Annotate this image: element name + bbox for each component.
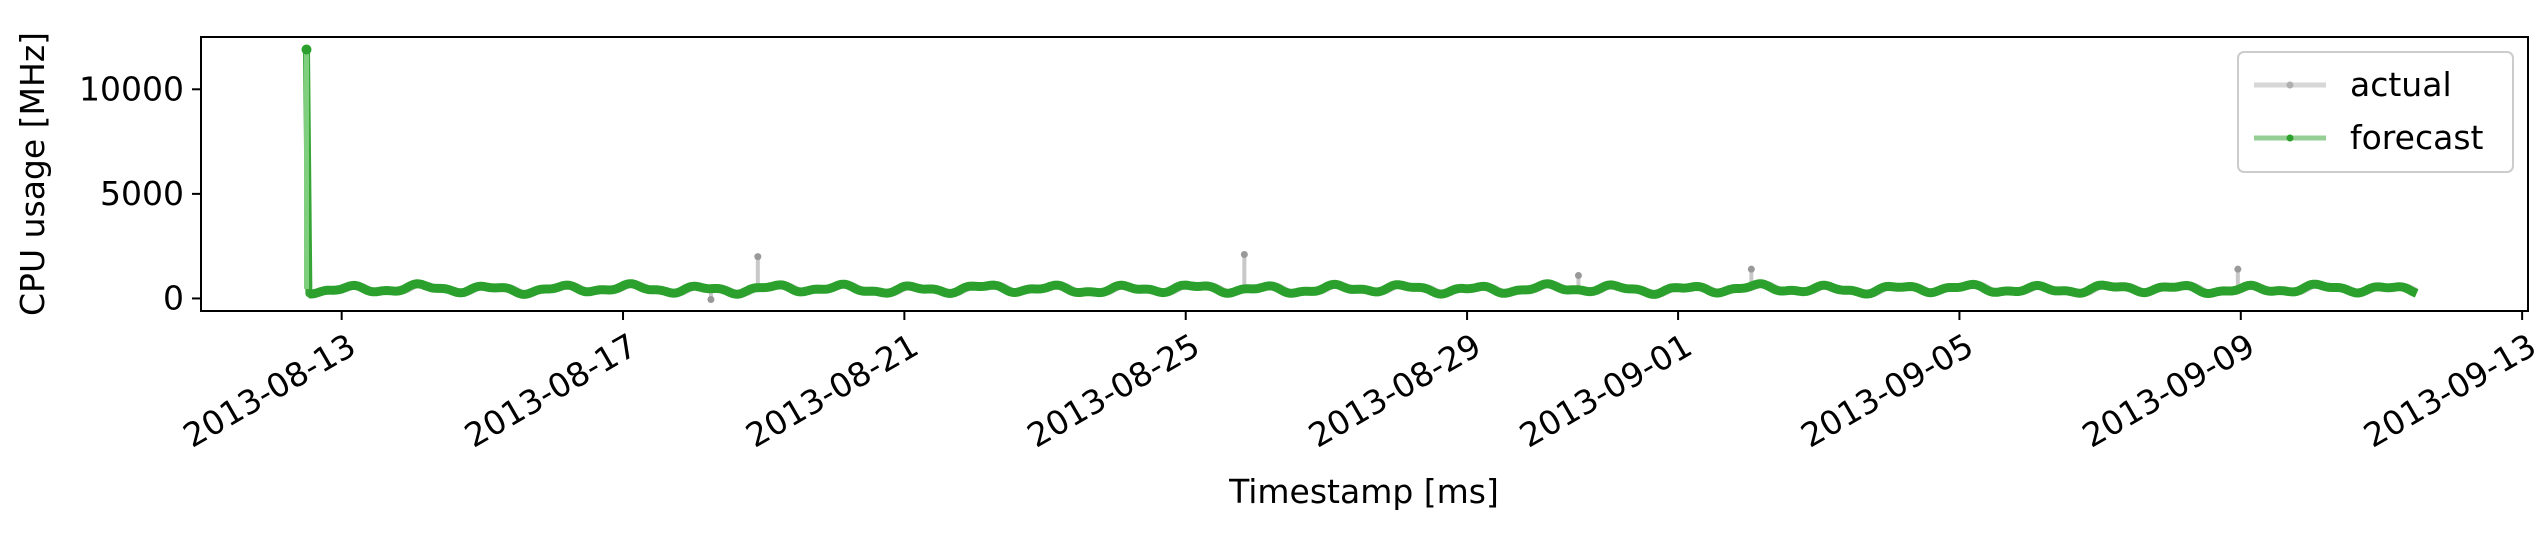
- x-tick-label: 2013-09-13: [2357, 326, 2543, 456]
- x-tick-label: 2013-08-17: [458, 326, 644, 456]
- series-layer: [301, 44, 2419, 303]
- legend: actual forecast: [2237, 51, 2514, 173]
- x-tick-label: 2013-08-29: [1302, 326, 1488, 456]
- series-line-forecast: [303, 49, 2418, 298]
- y-tick-label: 0: [163, 278, 184, 317]
- legend-actual-marker: [2286, 81, 2294, 89]
- x-tick-label: 2013-08-13: [176, 326, 362, 456]
- x-tick-label: 2013-08-21: [739, 326, 925, 456]
- y-axis: 0 5000 10000: [79, 69, 201, 317]
- y-axis-label: CPU usage [MHz]: [13, 32, 52, 316]
- y-tick-label: 10000: [79, 69, 184, 108]
- x-tick-label: 2013-09-05: [1794, 326, 1980, 456]
- x-tick-label: 2013-09-01: [1513, 326, 1699, 456]
- forecast-markers: [306, 279, 2419, 299]
- actual-point: [1574, 271, 1582, 279]
- actual-point: [2234, 265, 2242, 273]
- actual-point: [754, 253, 762, 261]
- legend-forecast-marker: [2286, 134, 2294, 142]
- forecast-initial-point: [301, 44, 312, 55]
- actual-point: [1747, 265, 1755, 273]
- plot-frame: [200, 36, 2529, 312]
- y-tick-label: 5000: [100, 174, 184, 213]
- x-tick-label: 2013-09-09: [2076, 326, 2262, 456]
- actual-point: [1240, 251, 1248, 259]
- x-tick-label: 2013-08-25: [1021, 326, 1207, 456]
- legend-forecast-label: forecast: [2350, 118, 2484, 157]
- x-axis: 2013-08-13 2013-08-17 2013-08-21 2013-08-25…: [176, 311, 2543, 456]
- legend-actual-label: actual: [2350, 65, 2452, 104]
- actual-point: [707, 295, 715, 303]
- x-axis-label: Timestamp [ms]: [1228, 472, 1499, 511]
- legend-frame: [2237, 51, 2514, 173]
